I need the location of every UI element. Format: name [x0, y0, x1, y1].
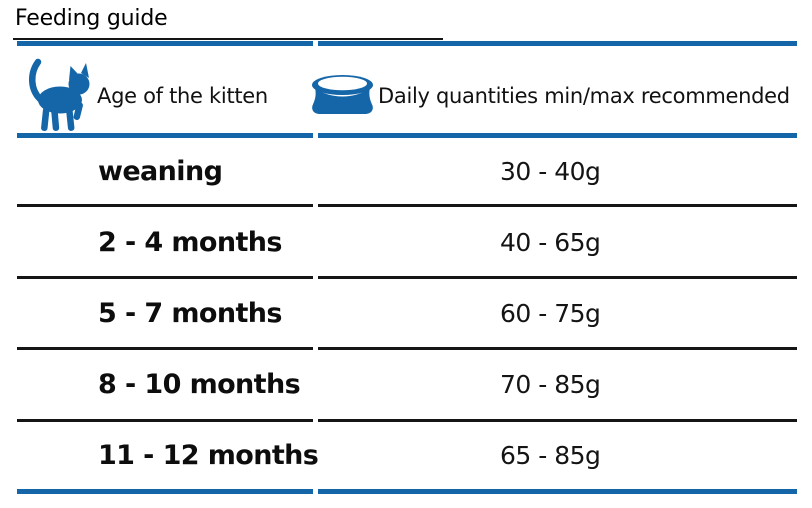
page-title: Feeding guide [15, 6, 168, 31]
row-separator [318, 276, 797, 279]
quantity-value: 70 - 85g [500, 370, 601, 399]
age-value: 11 - 12 months [98, 440, 319, 471]
table-row: 2 - 4 months 40 - 65g [0, 209, 812, 276]
age-value: weaning [98, 155, 223, 187]
age-column-header: Age of the kitten [97, 84, 268, 108]
table-row: 11 - 12 months 65 - 85g [0, 422, 812, 489]
row-separator [318, 419, 797, 422]
header-rule-right [318, 133, 797, 138]
row-separator [17, 419, 313, 422]
table-row: 8 - 10 months 70 - 85g [0, 350, 812, 419]
age-value: 2 - 4 months [98, 227, 282, 258]
header-rule-left [17, 133, 313, 138]
title-underline [13, 38, 443, 40]
row-separator [318, 347, 797, 350]
table-top-rule-right [318, 41, 797, 46]
quantity-value: 40 - 65g [500, 228, 601, 257]
table-row: 5 - 7 months 60 - 75g [0, 279, 812, 347]
row-separator [17, 276, 313, 279]
quantity-column-header: Daily quantities min/max recommended [378, 84, 790, 108]
row-separator [17, 204, 313, 207]
bowl-icon [311, 74, 374, 116]
cat-icon [25, 57, 91, 133]
row-separator [318, 204, 797, 207]
quantity-value: 65 - 85g [500, 441, 601, 470]
age-value: 8 - 10 months [98, 369, 301, 400]
row-separator [17, 347, 313, 350]
table-bottom-rule-left [17, 489, 313, 494]
table-bottom-rule-right [318, 489, 797, 494]
age-value: 5 - 7 months [98, 297, 282, 329]
table-top-rule-left [17, 41, 313, 46]
quantity-value: 60 - 75g [500, 298, 601, 328]
table-row: weaning 30 - 40g [0, 138, 812, 204]
quantity-value: 30 - 40g [500, 156, 601, 186]
